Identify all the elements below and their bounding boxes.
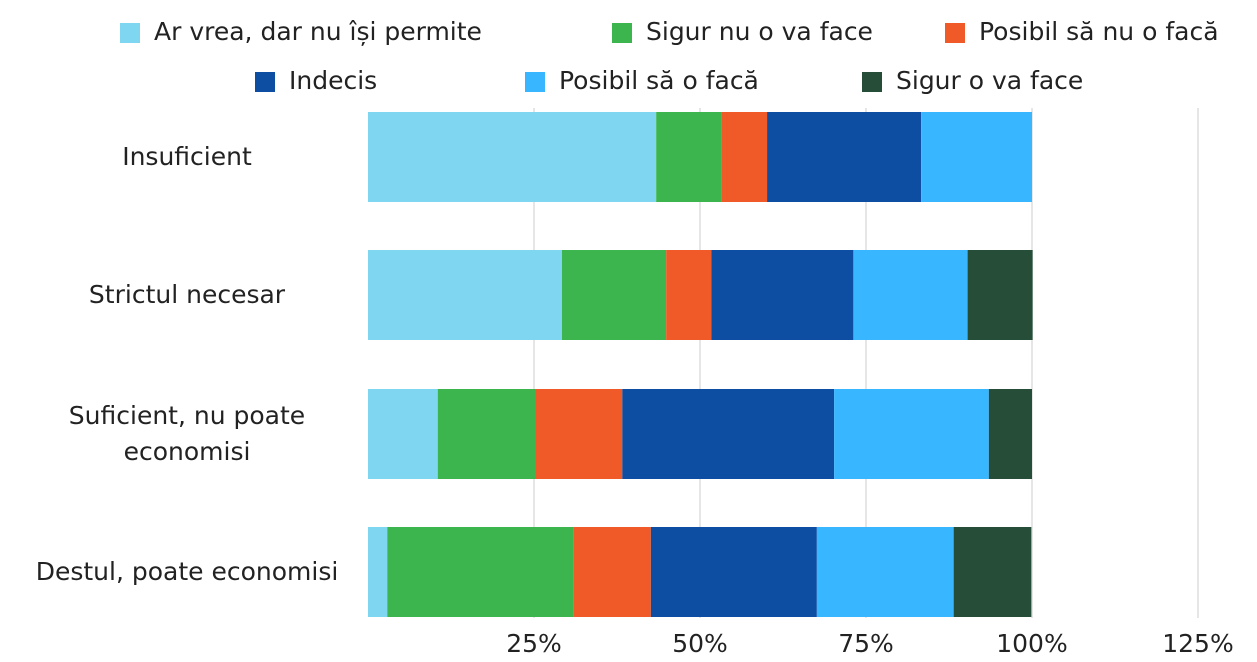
legend-swatch xyxy=(120,23,140,43)
bar-segment xyxy=(368,527,388,617)
legend-label: Posibil să nu o facă xyxy=(979,17,1219,46)
bar-segment xyxy=(656,112,722,202)
bar-segment xyxy=(368,389,438,479)
bar-segment xyxy=(573,527,651,617)
bar-segment xyxy=(853,250,968,340)
bar-segment xyxy=(921,112,1032,202)
bar-segment xyxy=(834,389,989,479)
x-tick-label: 75% xyxy=(838,629,894,658)
legend-label: Posibil să o facă xyxy=(559,66,759,95)
x-tick-label: 25% xyxy=(506,629,562,658)
legend-swatch xyxy=(255,72,275,92)
bar-segment xyxy=(650,527,817,617)
x-tick-label: 100% xyxy=(996,629,1067,658)
legend-swatch xyxy=(612,23,632,43)
bar-segment xyxy=(368,250,562,340)
bar-segment xyxy=(561,250,667,340)
bar-segment xyxy=(535,389,623,479)
category-label: Strictul necesar xyxy=(88,280,286,309)
bar-segment xyxy=(816,527,954,617)
bar-segment xyxy=(988,389,1032,479)
bar-segment xyxy=(666,250,712,340)
bar-segment xyxy=(721,112,768,202)
legend-swatch xyxy=(945,23,965,43)
bar-segment xyxy=(387,527,574,617)
category-label: Destul, poate economisi xyxy=(35,557,339,586)
bar-segment xyxy=(967,250,1033,340)
x-tick-label: 50% xyxy=(672,629,728,658)
bar-segment xyxy=(953,527,1032,617)
bar-segment xyxy=(622,389,835,479)
bar-segment xyxy=(437,389,536,479)
x-tick-label: 125% xyxy=(1162,629,1233,658)
legend-swatch xyxy=(862,72,882,92)
bar-segment xyxy=(711,250,854,340)
legend-label: Indecis xyxy=(289,66,377,95)
category-label: Insuficient xyxy=(122,142,252,171)
legend-label: Ar vrea, dar nu își permite xyxy=(154,17,482,46)
legend-label: Sigur nu o va face xyxy=(646,17,873,46)
bar-segment xyxy=(767,112,922,202)
category-label: Suficient, nu poate economisi xyxy=(68,401,306,466)
legend-swatch xyxy=(525,72,545,92)
bar-segment xyxy=(368,112,657,202)
legend-label: Sigur o va face xyxy=(896,66,1083,95)
